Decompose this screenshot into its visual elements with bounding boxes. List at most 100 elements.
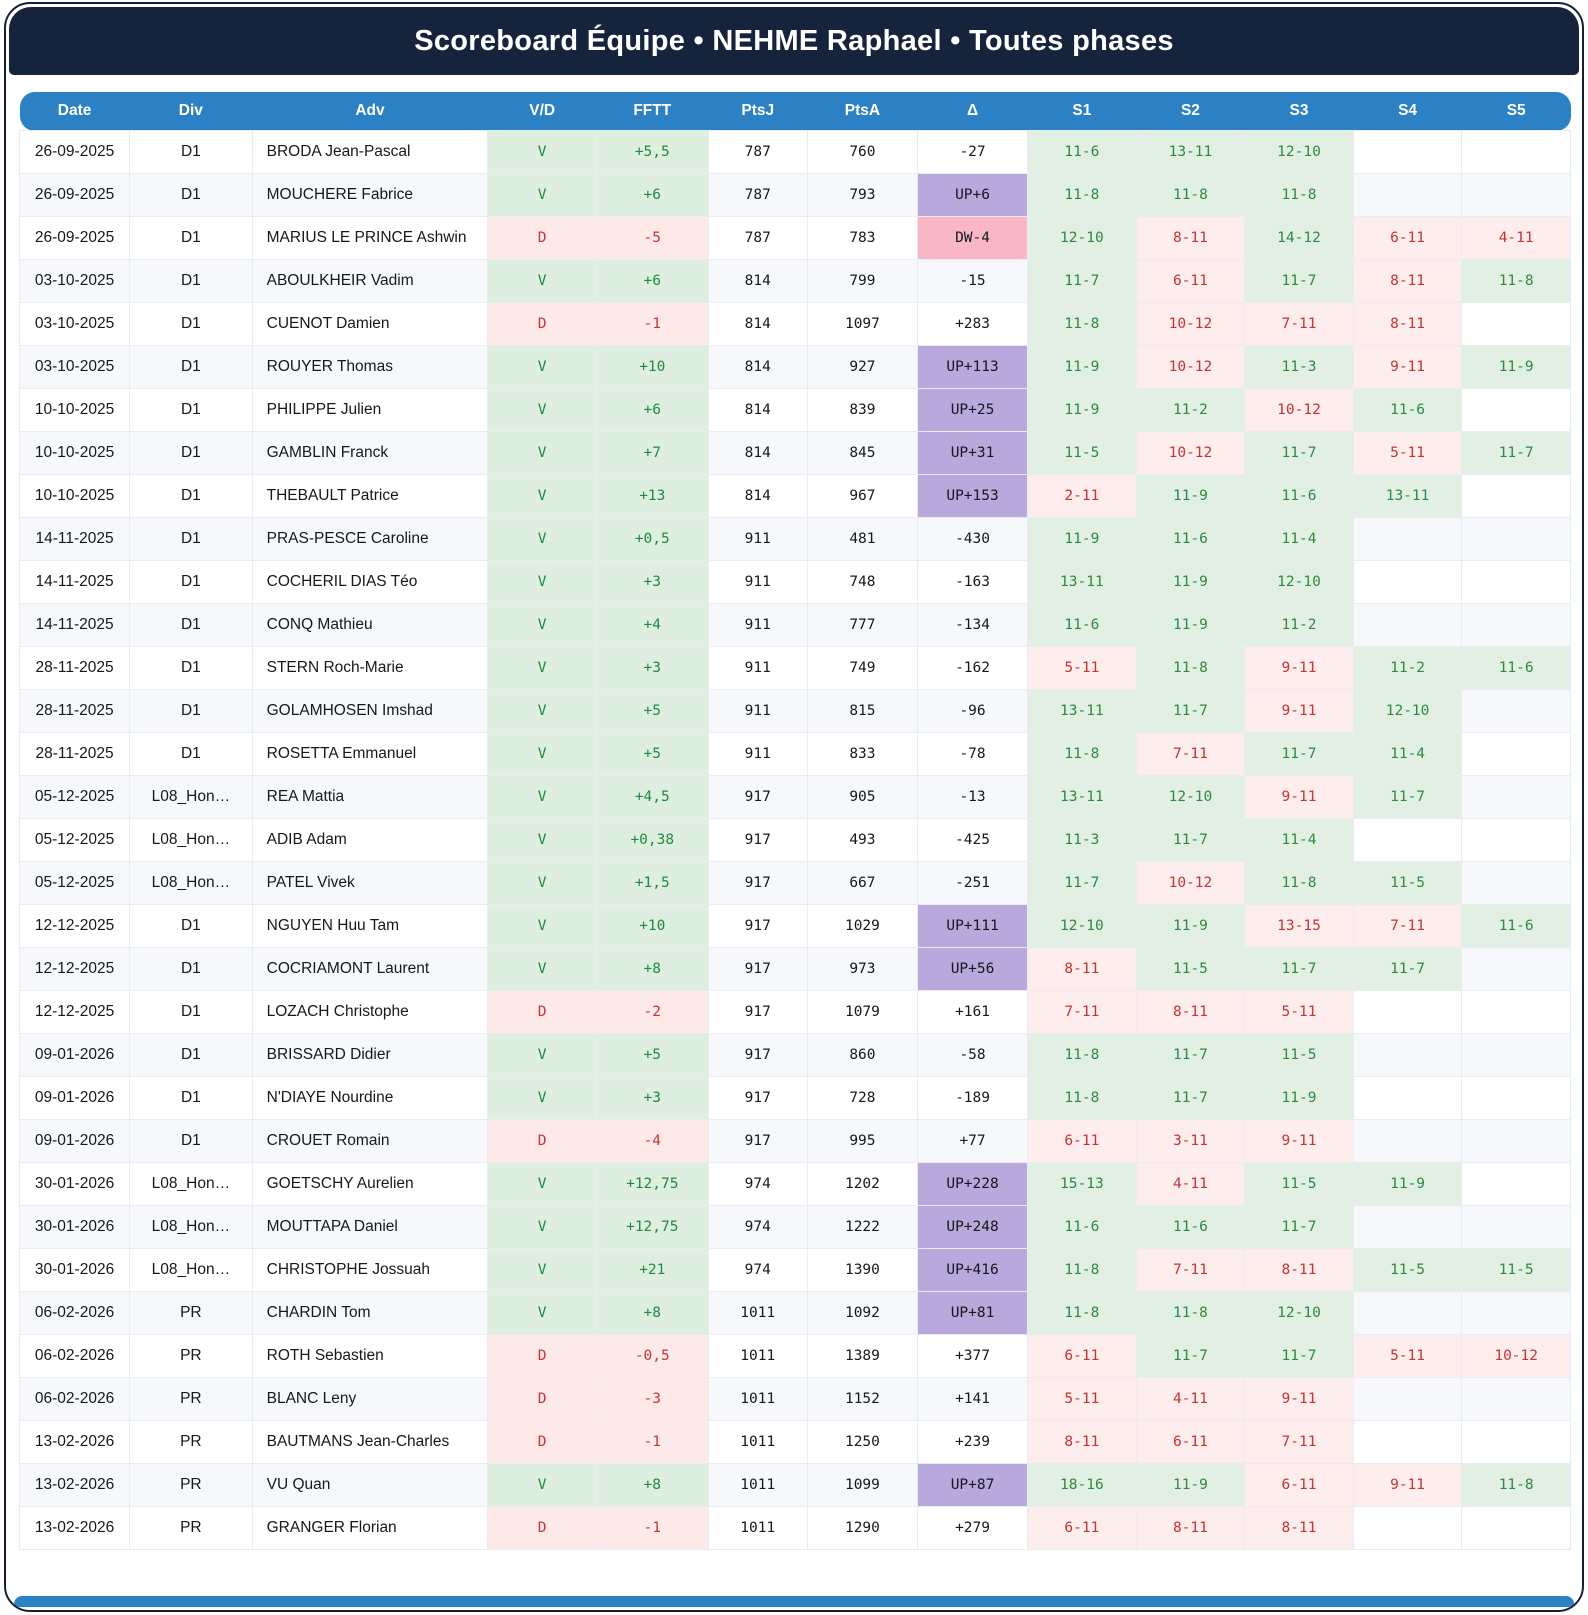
date-cell: 28-11-2025	[18, 732, 131, 776]
match-row: 12-12-2025 D1 NGUYEN Huu Tam V +10 917 1029 UP+…	[18, 904, 1571, 948]
match-row: 26-09-2025 D1 BRODA Jean-Pascal V +5,5 787 760…	[18, 130, 1571, 174]
opponent-cell: THEBAULT Patrice	[251, 474, 489, 518]
player-points-cell: 814	[707, 345, 808, 389]
date-cell: 05-12-2025	[18, 861, 131, 905]
delta-cell: +279	[916, 1506, 1029, 1550]
player-points-cell: 1011	[707, 1506, 808, 1550]
date-cell: 03-10-2025	[18, 302, 131, 346]
player-points-cell: 1011	[707, 1334, 808, 1378]
division-cell: D1	[129, 603, 253, 647]
set-1-score-cell: 11-8	[1027, 173, 1137, 217]
set-3-score-cell: 11-7	[1244, 1334, 1354, 1378]
opponent-cell: VU Quan	[251, 1463, 489, 1507]
set-4-score-cell: 6-11	[1352, 216, 1463, 260]
fftt-points-cell: +0,5	[595, 517, 709, 561]
match-row: 13-02-2026 PR GRANGER Florian D -1 1011 1290 +2…	[18, 1506, 1571, 1550]
player-points-cell: 911	[707, 517, 808, 561]
division-cell: D1	[129, 517, 253, 561]
opponent-points-cell: 1029	[806, 904, 918, 948]
delta-cell: +161	[916, 990, 1029, 1034]
opponent-cell: ABOULKHEIR Vadim	[251, 259, 489, 303]
player-points-cell: 814	[707, 302, 808, 346]
division-cell: D1	[129, 732, 253, 776]
player-points-cell: 1011	[707, 1463, 808, 1507]
opponent-cell: PHILIPPE Julien	[251, 388, 489, 432]
fftt-points-cell: +13	[595, 474, 709, 518]
match-row: 10-10-2025 D1 PHILIPPE Julien V +6 814 839 UP+2…	[18, 388, 1571, 432]
result-cell: V	[487, 603, 597, 647]
set-2-score-cell: 11-9	[1135, 474, 1246, 518]
column-header-adv: Adv	[252, 92, 488, 131]
result-cell: V	[487, 1248, 597, 1292]
set-1-score-cell: 11-9	[1027, 388, 1137, 432]
page-title: Scoreboard Équipe • NEHME Raphael • Tout…	[414, 24, 1174, 57]
result-cell: V	[487, 1463, 597, 1507]
set-2-score-cell: 4-11	[1135, 1162, 1246, 1206]
column-header-s5: S5	[1461, 92, 1571, 131]
set-4-score-cell	[1352, 130, 1463, 174]
set-5-score-cell	[1461, 775, 1571, 819]
set-3-score-cell: 9-11	[1244, 1377, 1354, 1421]
set-4-score-cell	[1352, 1076, 1463, 1120]
match-row: 28-11-2025 D1 STERN Roch-Marie V +3 911 749 -16…	[18, 646, 1571, 690]
opponent-cell: GOLAMHOSEN Imshad	[251, 689, 489, 733]
column-header-s2: S2	[1136, 92, 1245, 131]
player-points-cell: 787	[707, 173, 808, 217]
opponent-points-cell: 1390	[806, 1248, 918, 1292]
fftt-points-cell: +8	[595, 1463, 709, 1507]
opponent-points-cell: 860	[806, 1033, 918, 1077]
set-3-score-cell: 10-12	[1244, 388, 1354, 432]
fftt-points-cell: +8	[595, 1291, 709, 1335]
set-3-score-cell: 11-9	[1244, 1076, 1354, 1120]
date-cell: 06-02-2026	[18, 1334, 131, 1378]
date-cell: 10-10-2025	[18, 474, 131, 518]
set-5-score-cell	[1461, 474, 1571, 518]
delta-cell: +77	[916, 1119, 1029, 1163]
date-cell: 26-09-2025	[18, 173, 131, 217]
player-points-cell: 911	[707, 689, 808, 733]
date-cell: 30-01-2026	[18, 1248, 131, 1292]
next-table-header-partial	[14, 1596, 1574, 1607]
set-3-score-cell: 9-11	[1244, 689, 1354, 733]
result-cell: V	[487, 130, 597, 174]
date-cell: 09-01-2026	[18, 1033, 131, 1077]
division-cell: D1	[129, 947, 253, 991]
set-1-score-cell: 11-8	[1027, 1076, 1137, 1120]
set-2-score-cell: 11-7	[1135, 1334, 1246, 1378]
player-points-cell: 1011	[707, 1420, 808, 1464]
set-4-score-cell: 8-11	[1352, 302, 1463, 346]
set-3-score-cell: 8-11	[1244, 1248, 1354, 1292]
opponent-cell: ROUYER Thomas	[251, 345, 489, 389]
set-2-score-cell: 11-5	[1135, 947, 1246, 991]
set-2-score-cell: 11-6	[1135, 517, 1246, 561]
set-5-score-cell	[1461, 388, 1571, 432]
result-cell: V	[487, 646, 597, 690]
match-row: 03-10-2025 D1 ABOULKHEIR Vadim V +6 814 799 -15…	[18, 259, 1571, 303]
fftt-points-cell: +21	[595, 1248, 709, 1292]
set-4-score-cell	[1352, 1119, 1463, 1163]
match-row: 14-11-2025 D1 COCHERIL DIAS Téo V +3 911 748 -1…	[18, 560, 1571, 604]
opponent-cell: GOETSCHY Aurelien	[251, 1162, 489, 1206]
column-header-date: Date	[19, 92, 130, 131]
delta-cell: UP+228	[916, 1162, 1029, 1206]
delta-cell: +377	[916, 1334, 1029, 1378]
set-1-score-cell: 12-10	[1027, 216, 1137, 260]
opponent-cell: GRANGER Florian	[251, 1506, 489, 1550]
player-points-cell: 917	[707, 904, 808, 948]
delta-cell: -425	[916, 818, 1029, 862]
set-3-score-cell: 11-2	[1244, 603, 1354, 647]
result-cell: D	[487, 1420, 597, 1464]
opponent-points-cell: 728	[806, 1076, 918, 1120]
opponent-cell: COCHERIL DIAS Téo	[251, 560, 489, 604]
set-4-score-cell: 5-11	[1352, 431, 1463, 475]
opponent-cell: CONQ Mathieu	[251, 603, 489, 647]
column-header-div: Div	[129, 92, 253, 131]
result-cell: D	[487, 1377, 597, 1421]
column-header-row: Date Div Adv V/D FFTT PtsJ PtsA Δ S1 S2 S3 S4 S5	[19, 92, 1571, 131]
set-1-score-cell: 11-9	[1027, 345, 1137, 389]
set-5-score-cell	[1461, 603, 1571, 647]
set-5-score-cell	[1461, 1377, 1571, 1421]
set-5-score-cell	[1461, 1420, 1571, 1464]
delta-cell: UP+56	[916, 947, 1029, 991]
result-cell: V	[487, 947, 597, 991]
